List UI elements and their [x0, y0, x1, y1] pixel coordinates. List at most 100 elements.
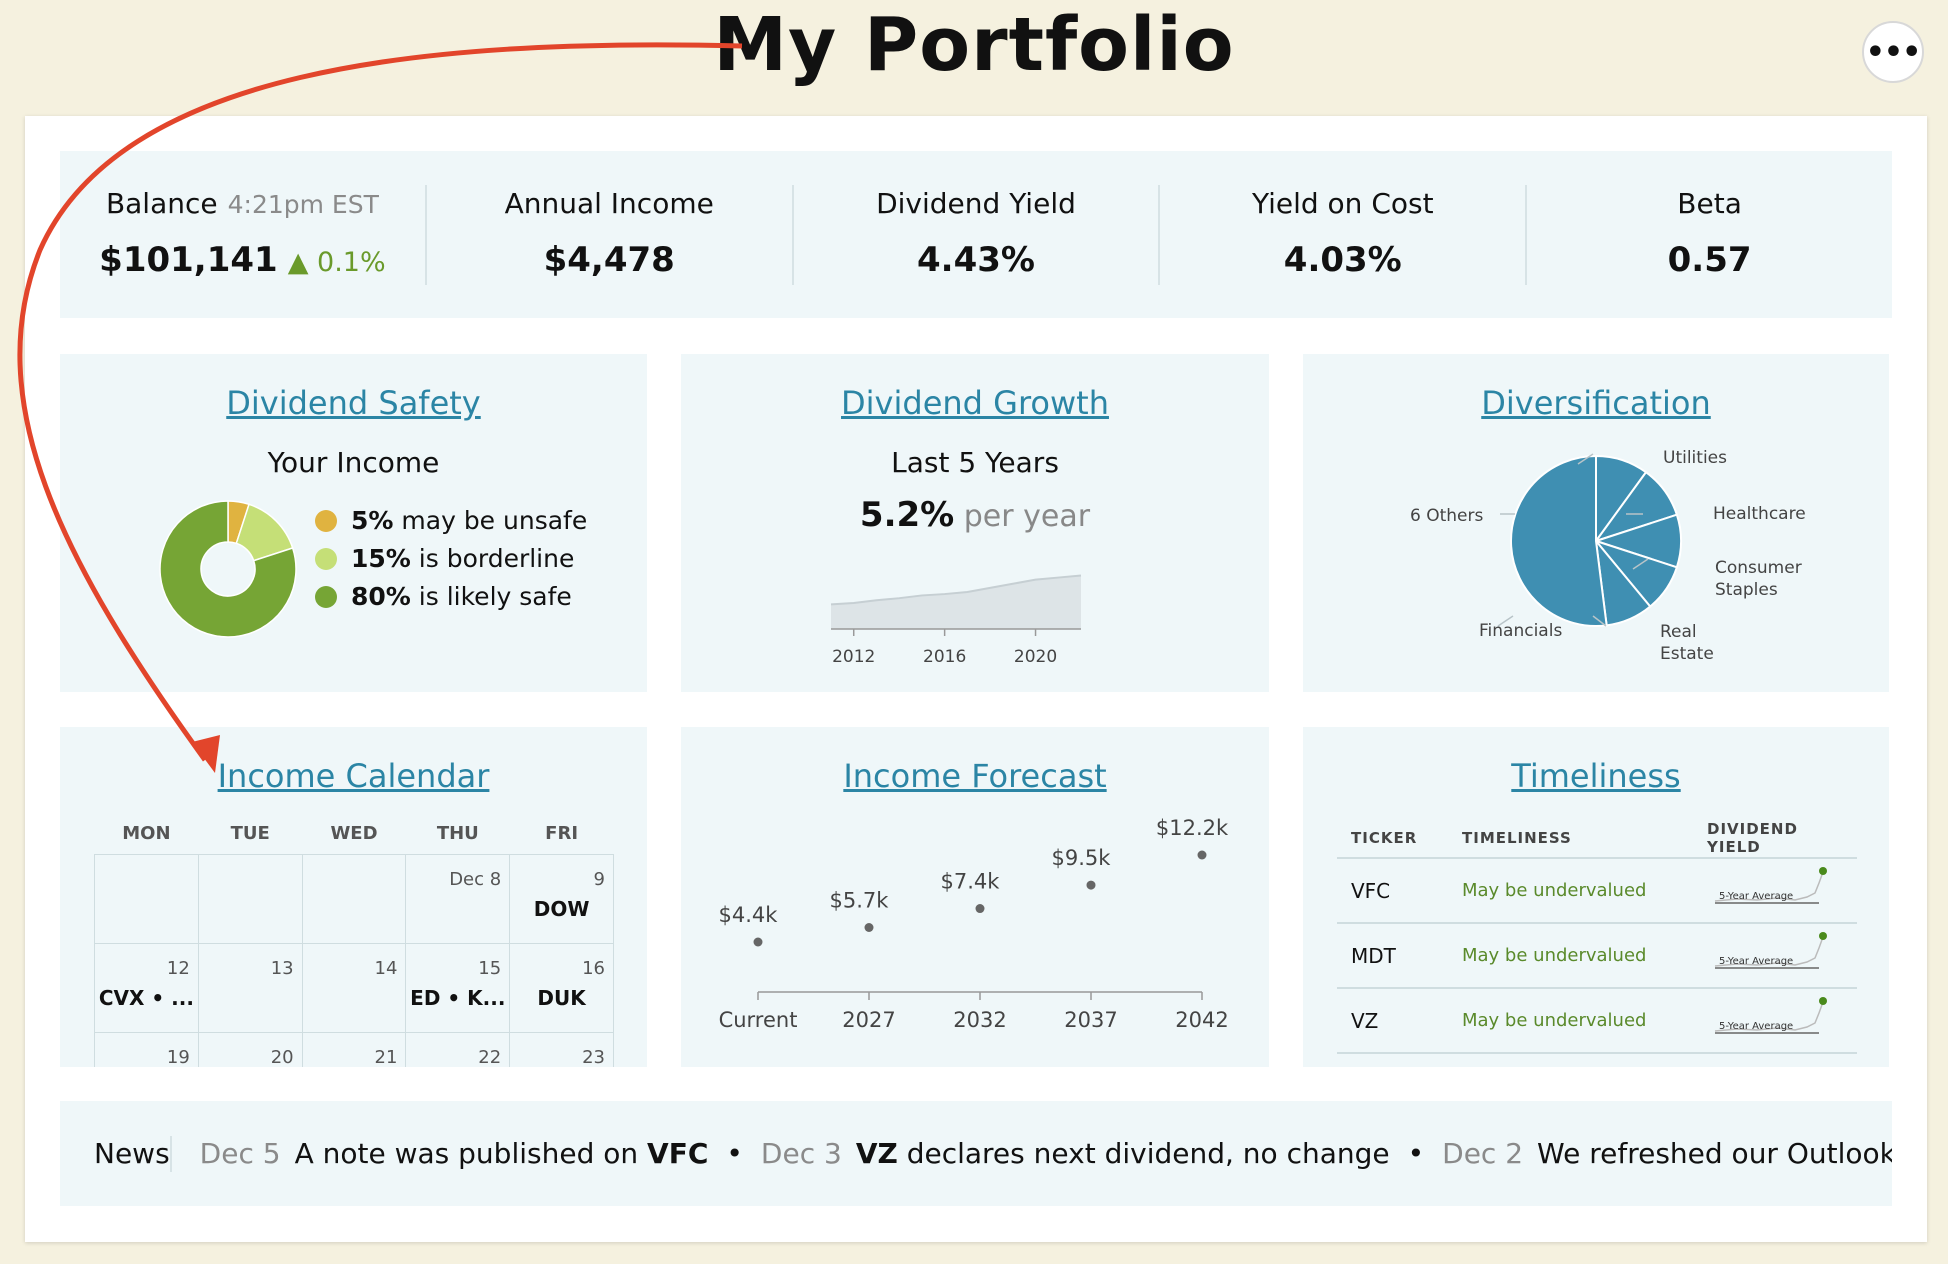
calendar-date: 21 — [374, 1047, 398, 1067]
timeliness-card: Timeliness TICKER TIMELINESS DIVIDEND YI… — [1303, 727, 1889, 1067]
calendar-day-cell[interactable]: 16 DUK — [509, 943, 614, 1033]
div-label-healthcare: Healthcare — [1713, 504, 1806, 524]
dividend-growth-card: Dividend Growth Last 5 Years 5.2% per ye… — [681, 354, 1269, 692]
forecast-tick-label: 2027 — [842, 1008, 895, 1032]
calendar-day-cell[interactable] — [94, 854, 199, 944]
calendar-day-cell[interactable]: 9 DOW — [509, 854, 614, 944]
diversification-link[interactable]: Diversification — [1481, 384, 1711, 422]
income-forecast-card: Income Forecast $4.4k Current $5.7k 2027 $7.… — [681, 727, 1269, 1067]
legend-text: is likely safe — [410, 582, 572, 611]
sparkline-current-point — [1819, 932, 1827, 940]
calendar-date: 12 — [166, 958, 190, 979]
forecast-tick-label: 2042 — [1175, 1008, 1228, 1032]
legend-pct: 15% — [351, 544, 411, 573]
sparkline-path — [1714, 1001, 1824, 1032]
calendar-day-cell[interactable]: 19 — [94, 1032, 199, 1067]
forecast-tick-label: 2032 — [953, 1008, 1006, 1032]
forecast-data-label: $5.7k — [830, 889, 890, 913]
forecast-tick-label: 2037 — [1064, 1008, 1117, 1032]
income-calendar-link[interactable]: Income Calendar — [217, 757, 490, 795]
more-icon: ••• — [1865, 34, 1922, 70]
news-item[interactable]: Dec 2We refreshed our Outlook on JNJ ... — [1442, 1137, 1892, 1170]
growth-rate-suffix: per year — [954, 499, 1091, 534]
diversification-pie-chart: Utilities Healthcare Consumer Staples Re… — [1410, 448, 1806, 664]
dividend-yield-label: Dividend Yield — [876, 186, 1076, 220]
dividend-growth-link[interactable]: Dividend Growth — [841, 384, 1109, 422]
sparkline-average-label: 5-Year Average — [1719, 956, 1793, 967]
sparkline-average-label: 5-Year Average — [1719, 891, 1793, 902]
calendar-day-cell[interactable]: 13 — [197, 943, 303, 1033]
tl-ticker: MDT — [1337, 923, 1448, 989]
timeliness-table: TICKER TIMELINESS DIVIDEND YIELD VFC May … — [1337, 819, 1857, 1054]
cal-day-tue: TUE — [230, 822, 270, 844]
calendar-day-cell[interactable] — [301, 854, 407, 944]
calendar-week: 12 CVX • ... 13 14 15 ED • K... 16 DUK — [94, 943, 614, 1033]
calendar-day-cell[interactable]: 15 ED • K... — [405, 943, 511, 1033]
timeliness-row[interactable]: VZ May be undervalued 5-Year Average — [1337, 988, 1857, 1054]
div-label-others: 6 Others — [1410, 506, 1483, 526]
calendar-day-cell[interactable]: 21 — [301, 1032, 407, 1067]
news-item[interactable]: Dec 3 VZ declares next dividend, no chang… — [761, 1137, 1390, 1170]
calendar-day-cell[interactable]: Dec 8 — [405, 854, 511, 944]
calendar-date: 20 — [270, 1047, 294, 1067]
diversification-card: Diversification Utilities Healthcare Con… — [1303, 354, 1889, 692]
news-date: Dec 5 — [199, 1137, 281, 1170]
calendar-day-cell[interactable]: 22 — [405, 1032, 511, 1067]
news-text: A note was published on — [294, 1137, 648, 1170]
stat-dividend-yield: Dividend Yield 4.43% — [791, 184, 1159, 285]
dividend-safety-link[interactable]: Dividend Safety — [226, 384, 481, 422]
stat-yield-on-cost: Yield on Cost 4.03% — [1158, 184, 1525, 285]
yield-on-cost-label: Yield on Cost — [1251, 186, 1434, 220]
cal-day-wed: WED — [330, 822, 378, 844]
calendar-day-cell[interactable]: 12 CVX • ... — [94, 943, 199, 1033]
div-label-consumer-2: Staples — [1715, 580, 1778, 600]
dividend-safety-card: Dividend Safety Your Income 5% may be un… — [60, 354, 647, 692]
stat-annual-income: Annual Income $4,478 — [424, 184, 792, 285]
forecast-point — [1086, 880, 1096, 890]
page-title: My Portfolio — [713, 2, 1235, 88]
forecast-line-chart: $4.4k Current $5.7k 2027 $7.4k 2032 $9.5k 2037 $… — [681, 727, 1229, 1032]
tl-ticker: VFC — [1337, 858, 1448, 924]
cal-day-thu: THU — [436, 822, 479, 844]
summary-bar: Balance 4:21pm EST $101,141 ▲ 0.1% Annual … — [60, 151, 1892, 318]
stat-beta: Beta 0.57 — [1525, 184, 1892, 285]
calendar-day-cell[interactable] — [197, 854, 303, 944]
legend-dot — [315, 585, 337, 608]
calendar-week: 19 20 21 22 23 — [94, 1032, 614, 1067]
tl-status: May be undervalued — [1448, 858, 1693, 924]
calendar-date: 22 — [478, 1047, 502, 1067]
calendar-day-cell[interactable]: 14 — [301, 943, 407, 1033]
calendar-date: 19 — [166, 1047, 190, 1067]
calendar-date: 13 — [270, 958, 294, 979]
annual-income-value: $4,478 — [543, 239, 675, 280]
sparkline-average-label: 5-Year Average — [1719, 1021, 1793, 1032]
calendar-date: Dec 8 — [449, 869, 502, 890]
calendar-day-cell[interactable]: 20 — [197, 1032, 303, 1067]
safety-legend-item: 5% may be unsafe — [315, 506, 587, 535]
growth-area — [831, 575, 1081, 629]
calendar-date: 23 — [582, 1047, 605, 1067]
growth-rate: 5.2% — [859, 495, 955, 535]
income-forecast-link[interactable]: Income Forecast — [843, 757, 1107, 795]
legend-text: may be unsafe — [393, 506, 588, 535]
div-label-real-1: Real — [1660, 622, 1697, 642]
calendar-grid: MON TUE WED THU FRI Dec 8 9 DOW 12 CVX • ...… — [94, 812, 614, 1067]
news-items: Dec 5 A note was published on VFC • Dec 3 VZ… — [172, 1137, 1892, 1170]
beta-value: 0.57 — [1667, 239, 1752, 280]
growth-subtitle: Last 5 Years — [891, 446, 1059, 479]
tl-sparkline: 5-Year Average — [1714, 997, 1827, 1034]
news-item[interactable]: Dec 5 A note was published on VFC — [200, 1137, 709, 1170]
more-options-button[interactable]: ••• — [1862, 21, 1924, 83]
tl-yield-sparkline-cell: 5-Year Average — [1693, 923, 1857, 989]
tl-ticker: VZ — [1337, 988, 1448, 1054]
tl-header-ticker: TICKER — [1337, 819, 1448, 859]
timeliness-row[interactable]: VFC May be undervalued 5-Year Average — [1337, 858, 1857, 924]
timeliness-row[interactable]: MDT May be undervalued 5-Year Average — [1337, 923, 1857, 989]
forecast-tick-label: Current — [719, 1008, 798, 1032]
timeliness-link[interactable]: Timeliness — [1511, 757, 1681, 795]
forecast-data-label: $9.5k — [1052, 846, 1112, 870]
calendar-event: DUK — [537, 986, 586, 1010]
calendar-day-cell[interactable]: 23 — [509, 1032, 614, 1067]
tl-header-timeliness: TIMELINESS — [1448, 819, 1693, 859]
news-date: Dec 3 — [760, 1137, 842, 1170]
